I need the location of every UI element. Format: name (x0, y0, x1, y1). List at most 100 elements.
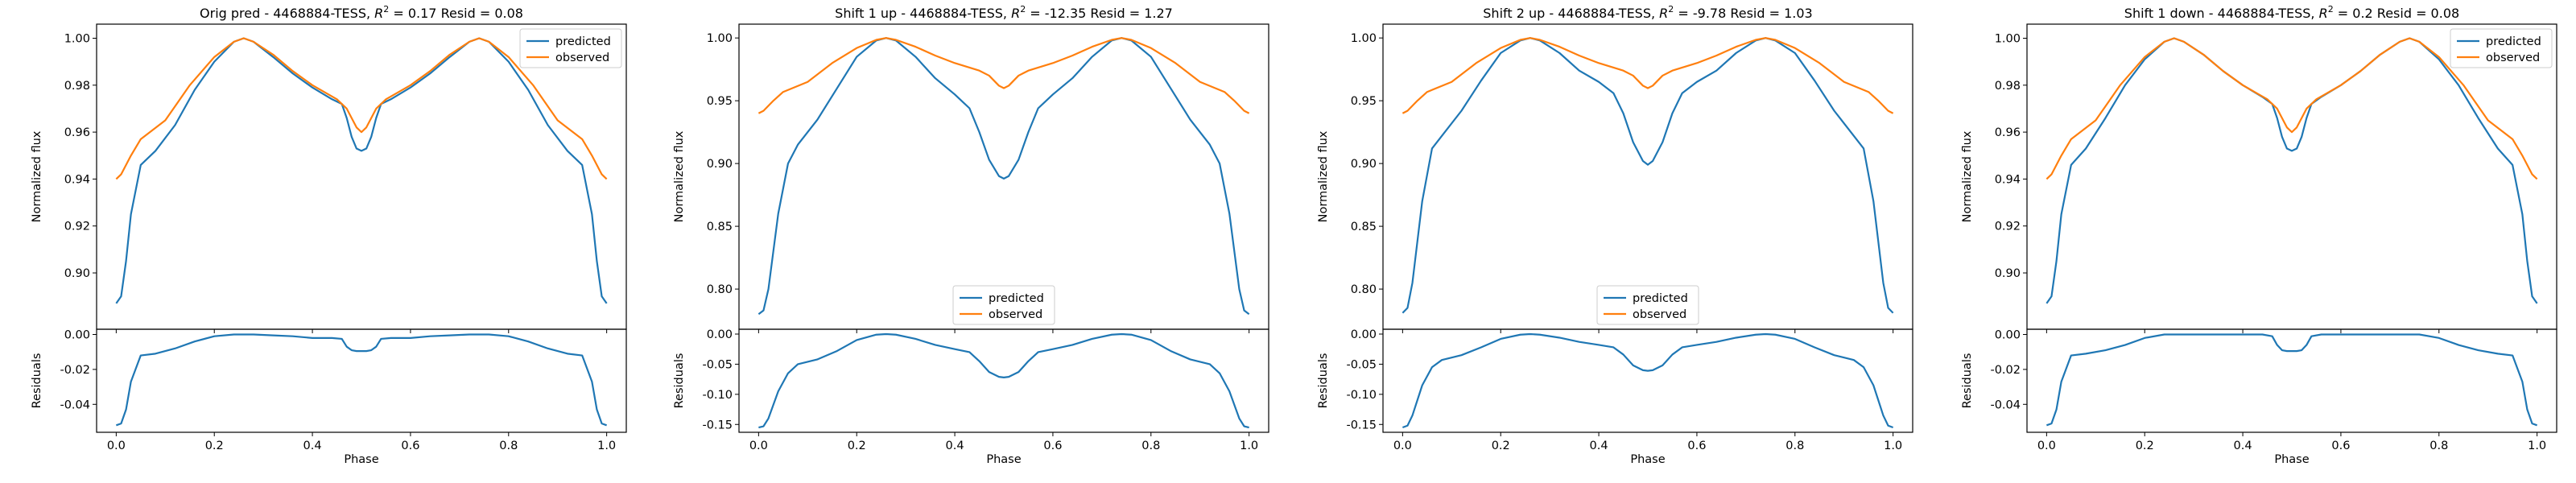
panel-title: Shift 1 up - 4468884-TESS, R2 = -12.35 R… (835, 4, 1173, 21)
title-suffix: = 0.17 Resid = 0.08 (389, 6, 523, 21)
predicted-series-line (115, 37, 608, 304)
phase-xtick-label: 0.8 (1141, 440, 1160, 452)
phase-xtick-label: 0.6 (1043, 440, 1062, 452)
flux-axes-frame (1382, 23, 1913, 330)
phase-xtick-label: 0.4 (946, 440, 964, 452)
panel-title: Shift 2 up - 4468884-TESS, R2 = -9.78 Re… (1483, 4, 1812, 21)
flux-ytick-label: 1.00 (64, 32, 90, 45)
legend-predicted-label: predicted (2486, 35, 2541, 48)
title-prefix: Shift 2 up - 4468884-TESS, (1483, 6, 1659, 21)
residual-ytick-label: -0.02 (1990, 364, 2021, 377)
flux-ytick-label: 0.98 (64, 80, 90, 93)
observed-series-line (1402, 37, 1894, 114)
flux-axes-frame (738, 23, 1269, 330)
predicted-series-line (1402, 37, 1894, 314)
title-prefix: Orig pred - 4468884-TESS, (200, 6, 374, 21)
flux-ytick-label: 0.96 (64, 126, 90, 139)
title-superscript: 2 (1668, 4, 1674, 14)
phase-xtick-label: 0.6 (1687, 440, 1706, 452)
predicted-series-line (2046, 37, 2538, 304)
residual-ytick-label: -0.02 (60, 364, 90, 377)
phase-xtick-label: 0.2 (2136, 440, 2154, 452)
legend-predicted-label: predicted (989, 292, 1044, 305)
flux-ytick-label: 0.92 (64, 221, 90, 233)
title-suffix: = 0.2 Resid = 0.08 (2334, 6, 2460, 21)
residual-ytick-label: 0.00 (64, 329, 90, 342)
flux-axis-label: Normalized flux (1317, 130, 1330, 222)
residual-series-line (2046, 333, 2537, 427)
flux-ytick-label: 0.85 (1351, 221, 1377, 233)
title-r: R (1659, 6, 1668, 21)
title-superscript: 2 (383, 4, 389, 14)
flux-ytick-label: 0.90 (64, 267, 90, 280)
residual-axes-frame (738, 328, 1269, 433)
phase-axis-label: Phase (344, 453, 378, 466)
residual-axes-frame (96, 328, 627, 433)
title-r: R (2319, 6, 2328, 21)
observed-series-line (115, 37, 608, 180)
phase-xtick-label: 0.8 (2429, 440, 2448, 452)
residual-ytick-label: -0.10 (1346, 389, 1377, 402)
flux-ytick-label: 1.00 (707, 32, 733, 45)
flux-axis-label: Normalized flux (31, 130, 43, 222)
residual-ytick-label: -0.10 (702, 389, 733, 402)
residual-series-line (116, 333, 607, 427)
phase-xtick-label: 0.4 (303, 440, 322, 452)
flux-axes-frame (2026, 23, 2557, 330)
legend-observed-label: observed (555, 52, 609, 64)
phase-xtick-label: 0.2 (1492, 440, 1510, 452)
phase-xtick-label: 0.6 (2331, 440, 2350, 452)
residual-axis-label: Residuals (31, 353, 43, 409)
flux-axis-label: Normalized flux (1961, 130, 1974, 222)
phase-xtick-label: 0.0 (2037, 440, 2056, 452)
observed-series-line (758, 37, 1250, 114)
residual-ytick-label: 0.00 (707, 328, 733, 341)
residual-ytick-label: -0.05 (702, 358, 733, 371)
phase-xtick-label: 0.2 (205, 440, 224, 452)
title-r: R (1011, 6, 1020, 21)
phase-xtick-label: 1.0 (597, 440, 616, 452)
phase-xtick-label: 0.0 (107, 440, 126, 452)
flux-ytick-label: 0.80 (707, 283, 733, 296)
residual-axes-frame (1382, 328, 1913, 433)
legend-observed-label: observed (2486, 52, 2540, 64)
flux-ytick-label: 1.00 (1995, 32, 2021, 45)
legend-observed-label: observed (1633, 308, 1686, 321)
residual-ytick-label: -0.15 (702, 419, 733, 431)
phase-xtick-label: 0.8 (499, 440, 518, 452)
flux-ytick-label: 1.00 (1351, 32, 1377, 45)
flux-ytick-label: 0.95 (707, 95, 733, 108)
title-r: R (374, 6, 383, 21)
flux-ytick-label: 0.95 (1351, 95, 1377, 108)
phase-axis-label: Phase (1630, 453, 1665, 466)
flux-axis-label: Normalized flux (673, 130, 686, 222)
residual-axis-label: Residuals (673, 353, 686, 409)
phase-xtick-label: 1.0 (1884, 440, 1902, 452)
phase-xtick-label: 0.0 (1393, 440, 1412, 452)
title-prefix: Shift 1 up - 4468884-TESS, (835, 6, 1011, 21)
predicted-series-line (758, 37, 1250, 316)
title-suffix: = -9.78 Resid = 1.03 (1674, 6, 1812, 21)
phase-axis-label: Phase (986, 453, 1021, 466)
phase-xtick-label: 0.2 (848, 440, 866, 452)
residual-ytick-label: -0.04 (60, 398, 90, 411)
flux-axes-frame (96, 23, 627, 330)
observed-series-line (2046, 37, 2538, 180)
flux-ytick-label: 0.94 (64, 173, 90, 186)
phase-xtick-label: 0.8 (1785, 440, 1804, 452)
residual-axes-frame (2026, 328, 2557, 433)
panel-title: Shift 1 down - 4468884-TESS, R2 = 0.2 Re… (2124, 4, 2459, 21)
flux-ytick-label: 0.90 (707, 158, 733, 171)
residual-axis-label: Residuals (1317, 353, 1330, 409)
residual-series-line (758, 332, 1249, 429)
flux-ytick-label: 0.80 (1351, 283, 1377, 296)
flux-ytick-label: 0.94 (1995, 173, 2021, 186)
phase-xtick-label: 0.0 (749, 440, 768, 452)
residual-series-line (1402, 332, 1894, 429)
phase-xtick-label: 1.0 (1240, 440, 1258, 452)
phase-xtick-label: 0.6 (401, 440, 419, 452)
phase-xtick-label: 1.0 (2528, 440, 2546, 452)
panel-title: Orig pred - 4468884-TESS, R2 = 0.17 Resi… (200, 4, 523, 21)
title-prefix: Shift 1 down - 4468884-TESS, (2124, 6, 2319, 21)
